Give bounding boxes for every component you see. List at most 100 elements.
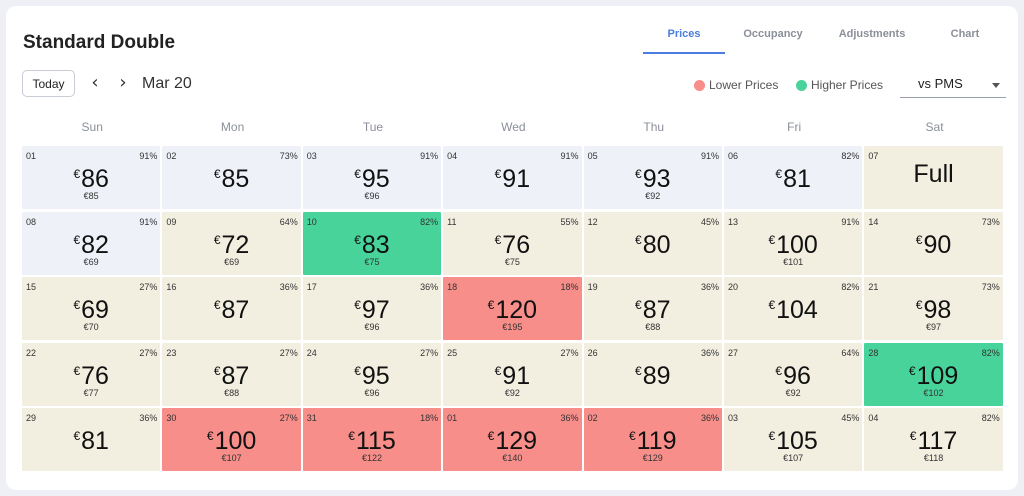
tab-occupancy[interactable]: Occupancy bbox=[743, 28, 803, 40]
day-cell[interactable]: 03 45% €105 €107 bbox=[723, 408, 863, 471]
pms-price: €129 bbox=[642, 453, 663, 463]
price-amount: 76 bbox=[502, 230, 531, 259]
day-number: 27 bbox=[727, 347, 738, 358]
occupancy-percent: 73% bbox=[981, 282, 1000, 292]
day-number: 04 bbox=[868, 413, 879, 423]
chevron-left-icon[interactable]: ‹ bbox=[91, 72, 99, 93]
day-cell[interactable]: 23 27% €87 €88 bbox=[162, 342, 301, 406]
pms-price: €88 bbox=[645, 322, 661, 332]
caret-down-icon bbox=[992, 83, 1000, 88]
price-amount: 98 bbox=[923, 296, 952, 324]
occupancy-percent: 27% bbox=[139, 282, 158, 292]
currency-symbol: € bbox=[354, 232, 361, 247]
currency-symbol: € bbox=[73, 232, 81, 247]
tab-adjustments[interactable]: Adjustments bbox=[838, 28, 906, 40]
day-cell[interactable]: 02 36% €119 €129 bbox=[583, 408, 722, 471]
day-number: 05 bbox=[587, 151, 598, 161]
day-cell[interactable]: 02 73% €85 bbox=[162, 146, 301, 209]
day-cell[interactable]: 17 36% €97 €96 bbox=[302, 277, 442, 340]
day-cell[interactable]: 06 82% €81 bbox=[723, 146, 863, 209]
day-cell[interactable]: 01 91% €86 €85 bbox=[22, 146, 161, 209]
day-cell[interactable]: 01 36% €129 €140 bbox=[443, 408, 582, 471]
day-cell[interactable]: 18 18% €120 €195 bbox=[443, 277, 582, 340]
day-cell[interactable]: 29 36% €81 bbox=[22, 408, 161, 471]
day-cell[interactable]: 22 27% €76 €77 bbox=[22, 342, 161, 406]
day-number: 04 bbox=[447, 151, 458, 161]
currency-symbol: € bbox=[775, 167, 783, 181]
day-cell[interactable]: 12 45% €80 bbox=[583, 211, 722, 275]
pms-price: €70 bbox=[83, 322, 99, 332]
day-cell[interactable]: 28 82% €109 €102 bbox=[864, 342, 1003, 406]
price-value: €80 bbox=[584, 226, 722, 259]
currency-symbol: € bbox=[487, 429, 495, 443]
occupancy-percent: 18% bbox=[560, 282, 579, 292]
price-amount: 104 bbox=[776, 296, 818, 324]
day-cell[interactable]: 20 82% €104 bbox=[723, 277, 863, 340]
price-amount: 105 bbox=[776, 427, 818, 455]
occupancy-percent: 18% bbox=[420, 413, 439, 423]
day-number: 03 bbox=[306, 151, 317, 161]
day-number: 30 bbox=[166, 413, 177, 423]
price-amount: 129 bbox=[495, 427, 538, 455]
day-cell[interactable]: 09 64% €72 €69 bbox=[162, 211, 301, 275]
currency-symbol: € bbox=[213, 232, 221, 247]
day-cell[interactable]: 30 27% €100 €107 bbox=[162, 408, 301, 471]
day-cell[interactable]: 04 91% €91 bbox=[443, 146, 582, 209]
today-button[interactable]: Today bbox=[22, 70, 75, 97]
day-cell[interactable]: 25 27% €91 €92 bbox=[443, 342, 582, 406]
day-cell[interactable]: 26 36% €89 bbox=[583, 342, 722, 406]
price-value: €81 bbox=[22, 422, 160, 455]
price-amount: 89 bbox=[642, 361, 671, 390]
tab-chart[interactable]: Chart bbox=[950, 28, 980, 40]
currency-symbol: € bbox=[73, 167, 81, 181]
price-value: €85 bbox=[162, 160, 300, 193]
day-cell[interactable]: 10 82% €83 €75 bbox=[302, 211, 442, 275]
day-cell[interactable]: 15 27% €69 €70 bbox=[22, 277, 161, 340]
pms-price: €101 bbox=[783, 256, 804, 267]
day-cell[interactable]: 27 64% €96 €92 bbox=[723, 342, 863, 406]
day-cell[interactable]: 19 36% €87 €88 bbox=[583, 277, 722, 340]
legend-higher-label: Higher Prices bbox=[811, 78, 884, 92]
compare-select-value: vs PMS bbox=[918, 76, 963, 91]
price-value: €86 bbox=[22, 160, 160, 193]
day-cell[interactable]: 05 91% €93 €92 bbox=[583, 146, 722, 209]
calendar-grid: 01 91% €86 €85 02 73% €85 03 91% €95 €96 04 91% €91 05… bbox=[22, 146, 1005, 471]
weekday-label: Wed bbox=[501, 120, 526, 134]
currency-symbol: € bbox=[206, 429, 214, 443]
currency-symbol: € bbox=[908, 363, 916, 378]
day-number: 24 bbox=[306, 347, 317, 358]
day-cell[interactable]: 14 73% €90 bbox=[864, 211, 1003, 275]
price-amount: 91 bbox=[502, 165, 531, 193]
price-amount: 87 bbox=[642, 296, 671, 324]
day-cell[interactable]: 24 27% €95 €96 bbox=[302, 342, 442, 406]
pms-price: €92 bbox=[785, 387, 801, 398]
price-amount: 93 bbox=[642, 165, 671, 193]
price-value: €96 bbox=[724, 357, 862, 390]
day-number: 31 bbox=[306, 413, 317, 423]
day-cell[interactable]: 11 55% €76 €75 bbox=[443, 211, 582, 275]
day-cell[interactable]: 04 82% €117 €118 bbox=[864, 408, 1003, 471]
occupancy-percent: 73% bbox=[279, 151, 298, 161]
price-value: €115 bbox=[303, 422, 441, 455]
pms-price: €118 bbox=[923, 453, 944, 463]
tab-prices[interactable]: Prices bbox=[643, 26, 725, 54]
chevron-right-icon[interactable]: › bbox=[119, 72, 127, 93]
day-cell[interactable]: 21 73% €98 €97 bbox=[864, 277, 1003, 340]
price-amount: 120 bbox=[495, 296, 538, 324]
day-number: 11 bbox=[447, 216, 457, 227]
day-cell[interactable]: 16 36% €87 bbox=[162, 277, 301, 340]
day-cell[interactable]: 08 91% €82 €69 bbox=[22, 211, 161, 275]
price-value: €117 bbox=[864, 422, 1002, 455]
currency-symbol: € bbox=[487, 298, 495, 312]
price-value: €89 bbox=[584, 357, 722, 390]
day-cell[interactable]: 13 91% €100 €101 bbox=[723, 211, 863, 275]
day-cell[interactable]: 31 18% €115 €122 bbox=[302, 408, 442, 471]
day-cell[interactable]: 03 91% €95 €96 bbox=[302, 146, 442, 209]
price-amount: 95 bbox=[361, 165, 390, 193]
pms-price: €96 bbox=[364, 191, 380, 201]
day-number: 29 bbox=[26, 413, 37, 423]
price-value: €100 bbox=[724, 226, 862, 259]
day-number: 08 bbox=[26, 216, 37, 227]
compare-select[interactable]: vs PMS bbox=[900, 70, 1006, 98]
day-cell[interactable]: 07 Full bbox=[864, 146, 1003, 209]
